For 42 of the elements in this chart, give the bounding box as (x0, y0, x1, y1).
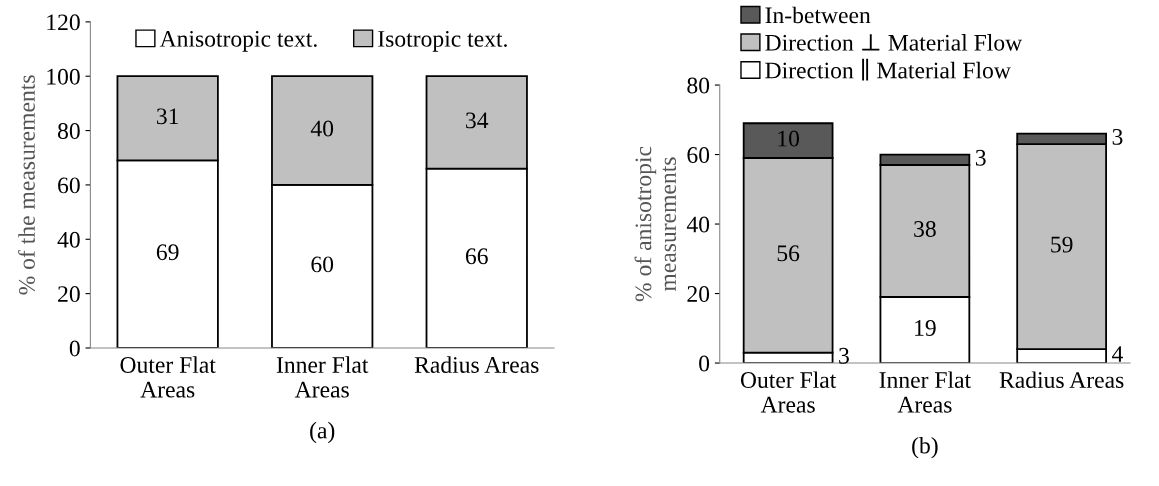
data-label: 10 (778, 130, 800, 147)
legend-label: Isotropic text. (378, 30, 507, 52)
x-tick-label: Outer Flat Areas (740, 371, 837, 413)
x-tick-label: Radius Areas (414, 356, 539, 373)
y-tick-label: 40 (686, 216, 710, 233)
y-axis-title: % of anisotropic measurements (634, 146, 677, 302)
legend-label: In-between (765, 6, 871, 24)
data-label: 4 (1112, 346, 1123, 362)
y-tick-label: 20 (58, 286, 80, 303)
x-tick-label: Outer Flat Areas (120, 356, 216, 398)
y-tick-label: 20 (687, 286, 710, 302)
legend-label: Anisotropic text. (159, 30, 317, 52)
data-label: 40 (310, 120, 334, 137)
data-label: 60 (311, 256, 334, 273)
y-tick-label: 40 (57, 231, 80, 248)
y-tick-label: 60 (58, 177, 80, 194)
data-label: 3 (975, 149, 986, 166)
y-axis-title: % of the measurements (18, 75, 35, 295)
x-axis-title: (a) (310, 421, 335, 444)
data-label: 38 (914, 220, 936, 237)
data-label: 34 (466, 112, 489, 129)
y-tick-label: 0 (699, 355, 710, 372)
y-tick-label: 120 (47, 14, 80, 31)
data-label: 3 (1112, 128, 1123, 145)
x-tick-label: Inner Flat Areas (276, 356, 369, 398)
x-axis-title: (b) (912, 436, 938, 459)
data-label: 31 (156, 108, 179, 125)
legend-label: Direction ⊥ Material Flow (765, 34, 1023, 51)
y-tick-label: 60 (687, 147, 710, 163)
y-tick-label: 100 (47, 68, 80, 85)
x-tick-label: Radius Areas (999, 371, 1124, 388)
data-label: 3 (839, 347, 849, 364)
data-label: 56 (777, 245, 800, 262)
y-tick-label: 0 (69, 340, 80, 357)
data-label: 19 (915, 320, 936, 336)
y-tick-label: 80 (57, 123, 80, 139)
legend-label: Direction ∥ Material Flow (765, 58, 1011, 81)
y-tick-label: 80 (687, 77, 710, 94)
data-label: 69 (156, 244, 179, 261)
data-label: 66 (465, 248, 488, 265)
data-label: 59 (1051, 236, 1073, 253)
x-tick-label: Inner Flat Areas (879, 371, 971, 413)
